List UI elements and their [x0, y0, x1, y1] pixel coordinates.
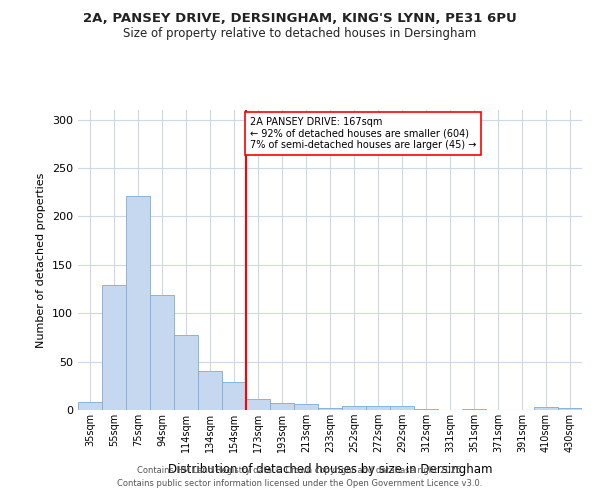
Bar [294, 404, 318, 410]
Bar [390, 406, 414, 410]
Y-axis label: Number of detached properties: Number of detached properties [37, 172, 46, 348]
Bar [366, 406, 390, 410]
Text: Size of property relative to detached houses in Dersingham: Size of property relative to detached ho… [124, 28, 476, 40]
Bar [174, 336, 198, 410]
Bar [198, 372, 222, 410]
Bar [342, 406, 366, 410]
Bar [246, 400, 270, 410]
Bar [462, 409, 486, 410]
Bar [414, 409, 438, 410]
Bar [126, 196, 150, 410]
Text: Contains HM Land Registry data © Crown copyright and database right 2025.
Contai: Contains HM Land Registry data © Crown c… [118, 466, 482, 487]
Bar [558, 408, 582, 410]
Bar [270, 403, 294, 410]
Bar [222, 382, 246, 410]
Bar [534, 407, 558, 410]
Bar [102, 285, 126, 410]
Text: 2A PANSEY DRIVE: 167sqm
← 92% of detached houses are smaller (604)
7% of semi-de: 2A PANSEY DRIVE: 167sqm ← 92% of detache… [250, 117, 476, 150]
X-axis label: Distribution of detached houses by size in Dersingham: Distribution of detached houses by size … [168, 464, 492, 476]
Bar [78, 402, 102, 410]
Bar [150, 295, 174, 410]
Text: 2A, PANSEY DRIVE, DERSINGHAM, KING'S LYNN, PE31 6PU: 2A, PANSEY DRIVE, DERSINGHAM, KING'S LYN… [83, 12, 517, 26]
Bar [318, 408, 342, 410]
